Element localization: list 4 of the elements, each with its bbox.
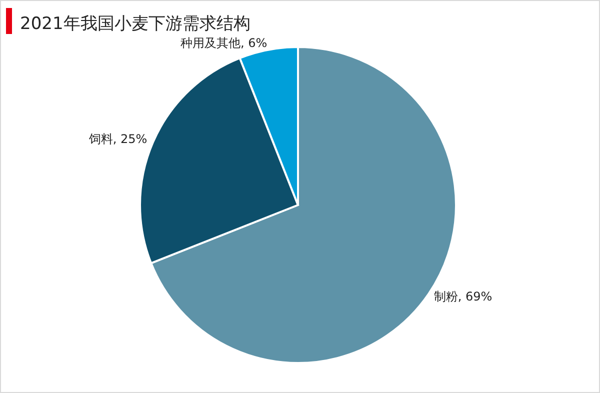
slice-label: 种用及其他, 6% <box>180 36 268 50</box>
chart-title: 2021年我国小麦下游需求结构 <box>20 14 250 34</box>
slice-label: 制粉, 69% <box>434 290 492 304</box>
slice-label: 饲料, 25% <box>88 132 148 146</box>
